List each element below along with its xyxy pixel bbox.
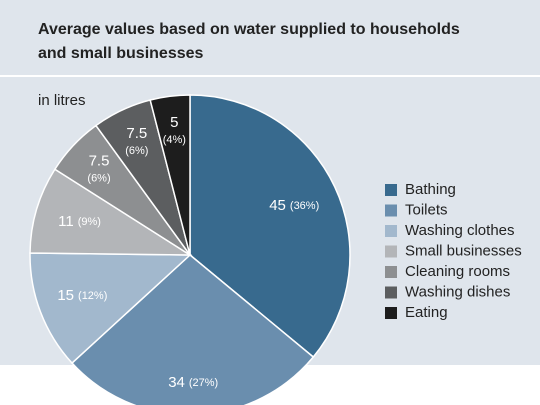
percent-label: (36%) <box>290 200 319 212</box>
value-label: 15 <box>57 287 74 304</box>
value-label: 34 <box>168 374 185 391</box>
pie-slice <box>189 94 351 359</box>
legend-swatch <box>385 225 397 237</box>
percent-label: (12%) <box>78 290 107 302</box>
percent-label: (27%) <box>189 377 218 389</box>
legend-label: Eating <box>405 304 448 321</box>
percent-label: (6%) <box>125 145 148 157</box>
legend-label: Small businesses <box>405 242 522 259</box>
percent-label: (4%) <box>163 134 186 146</box>
pie-slice <box>29 252 192 365</box>
pie-slice <box>70 254 315 405</box>
legend-swatch <box>385 204 397 217</box>
value-label: 45 <box>269 197 286 214</box>
data-label: 45 (36%) <box>269 197 319 214</box>
legend-swatch <box>385 266 397 278</box>
legend-swatch <box>385 184 397 196</box>
data-label: 34 (27%) <box>168 374 218 391</box>
legend-label: Bathing <box>405 181 456 198</box>
legend-swatch <box>385 286 397 299</box>
legend-swatch <box>385 307 397 319</box>
data-label: 15 (12%) <box>57 287 107 304</box>
chart-title: and small businesses <box>38 45 204 62</box>
value-label: 5 <box>170 114 178 131</box>
legend-label: Toilets <box>405 201 448 218</box>
chart-title: Average values based on water supplied t… <box>38 21 460 38</box>
pie-slice <box>149 94 191 256</box>
subtitle: in litres <box>38 92 86 109</box>
legend-label: Washing clothes <box>405 222 515 239</box>
legend-swatch <box>385 245 397 258</box>
value-label: 7.5 <box>89 153 110 170</box>
value-label: 7.5 <box>126 125 147 142</box>
percent-label: (9%) <box>78 216 101 228</box>
legend-label: Washing dishes <box>405 283 510 300</box>
pie-slice <box>29 168 193 256</box>
legend-label: Cleaning rooms <box>405 263 510 280</box>
data-label: 11 (9%) <box>58 213 101 230</box>
percent-label: (6%) <box>87 172 110 184</box>
value-label: 11 <box>58 213 74 230</box>
